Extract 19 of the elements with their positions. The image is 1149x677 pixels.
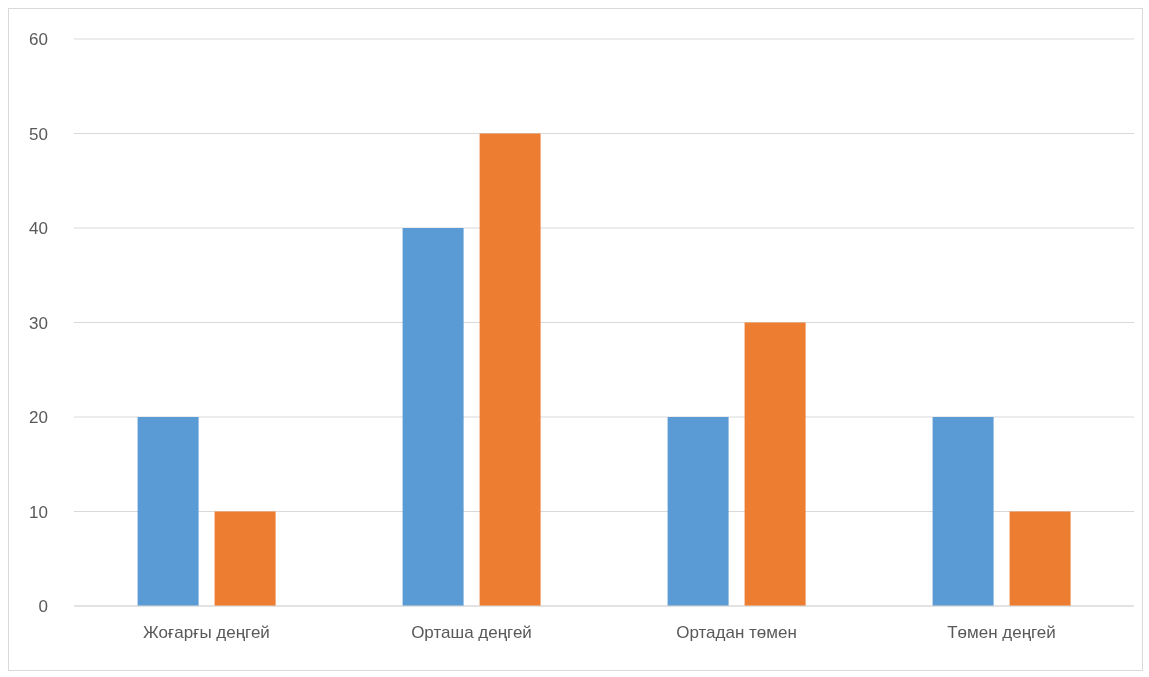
y-tick-label: 20 [29, 408, 48, 428]
x-tick-label: Төмен деңгей [947, 623, 1056, 643]
bar [137, 417, 199, 606]
bar [932, 417, 994, 606]
bar [1009, 511, 1071, 606]
y-tick-label: 50 [29, 124, 48, 144]
bar [479, 133, 541, 606]
x-tick-label: Жоғарғы деңгей [143, 623, 270, 643]
x-tick-label: Орташа деңгей [411, 623, 532, 643]
y-tick-label: 40 [29, 219, 48, 239]
bar [214, 511, 276, 606]
bar [744, 322, 806, 606]
bar [402, 228, 464, 606]
y-tick-label: 0 [38, 597, 48, 617]
y-tick-label: 30 [29, 313, 48, 333]
bar [667, 417, 729, 606]
x-tick-label: Ортадан төмен [676, 623, 797, 643]
y-tick-label: 10 [29, 502, 48, 522]
y-tick-label: 60 [29, 30, 48, 50]
